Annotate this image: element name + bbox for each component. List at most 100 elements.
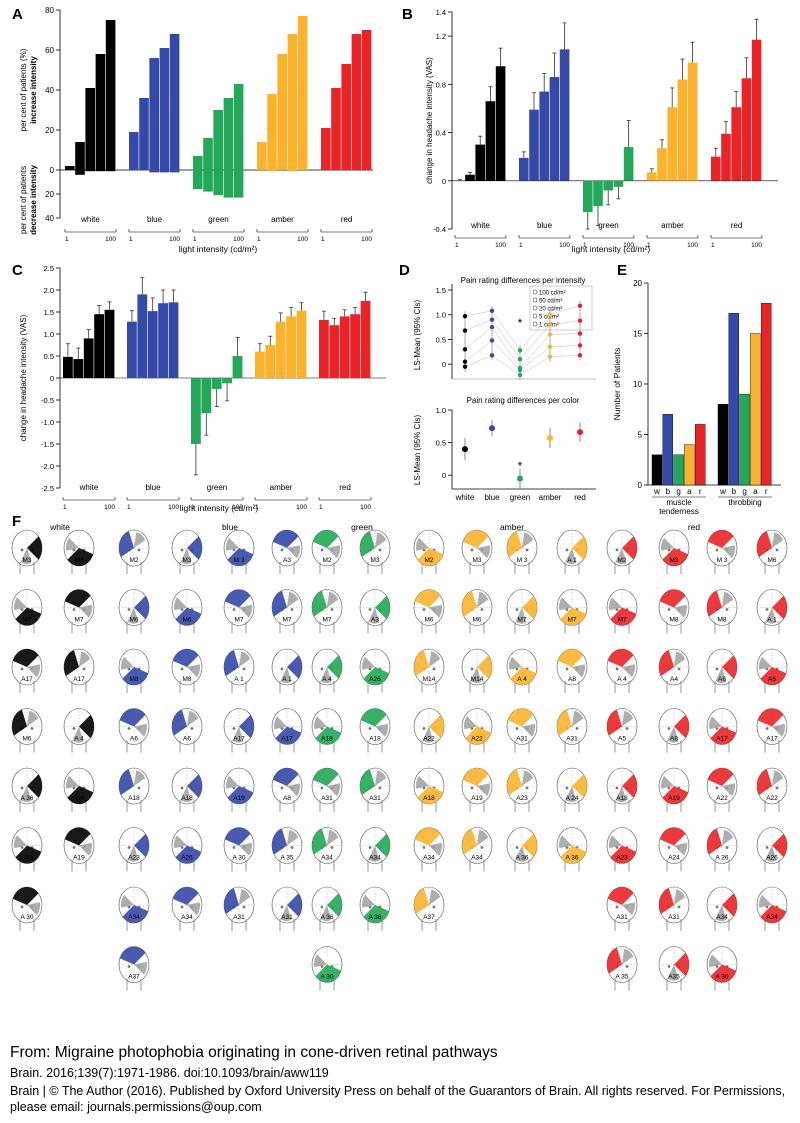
panel-c-bar — [360, 301, 371, 378]
panel-d-legend-marker — [532, 321, 538, 327]
head-pain-area — [172, 887, 199, 905]
panel-d-connector — [491, 326, 521, 369]
head-diagram: A17 — [756, 708, 788, 753]
panel-b-group-label: green — [598, 221, 618, 230]
head-diagram: A34 — [756, 886, 788, 931]
panel-a-group-label: amber — [271, 215, 294, 224]
head-neck — [231, 621, 247, 634]
panel-a-xtick-end: 100 — [233, 236, 244, 243]
head-pain-area-secondary — [416, 537, 429, 551]
head-pain-area-secondary — [667, 726, 679, 743]
head-pain-area-secondary — [559, 835, 572, 849]
panel-d-connector — [519, 324, 551, 360]
head-neck — [71, 859, 87, 872]
head-label: A8 — [283, 795, 291, 802]
head-pain-area — [27, 774, 43, 798]
panel-c-bar — [211, 378, 222, 389]
head-pain-area — [327, 893, 342, 917]
head-neck — [71, 800, 87, 812]
head-pain-area-secondary — [416, 775, 429, 789]
panel-d-connector — [549, 345, 581, 348]
head-pain-area — [662, 548, 689, 566]
head-diagram: M7 — [11, 589, 43, 634]
head-label: A 36 — [515, 855, 528, 862]
head-diagram: A 1 — [271, 648, 303, 693]
head-diagram: A18 — [11, 827, 43, 872]
head-pain-area — [272, 768, 299, 786]
head-eye — [422, 727, 426, 730]
head-eye — [20, 846, 24, 849]
head-diagram: A 36 — [11, 767, 43, 812]
head-label: M7 — [22, 617, 31, 624]
panel-e-bar-label: a — [687, 487, 692, 496]
head-label: A 36 — [368, 914, 381, 921]
panel-c-y-tick-label: 2.0 — [44, 286, 54, 295]
head-diagram: A 35 — [271, 827, 303, 872]
head-label: A8 — [670, 736, 678, 743]
head-diagram: A 36 — [311, 886, 343, 931]
head-eye — [765, 608, 769, 611]
head-neck — [126, 681, 142, 693]
head-neck — [714, 919, 730, 931]
panel-c-y-tick-label: 0 — [50, 374, 54, 383]
head-diagram: A31 — [311, 767, 343, 812]
head-neck — [564, 681, 580, 693]
head-eye — [470, 786, 474, 790]
head-pain-area — [607, 709, 622, 736]
panel-e-group-label: muscle — [666, 498, 692, 507]
head-diagram: M8 — [118, 648, 150, 693]
head-pain-area-secondary — [572, 664, 585, 678]
head-pain-area-secondary — [327, 545, 340, 559]
panel-a-xlabel: light intensity (cd/m²) — [179, 244, 258, 254]
head-eye — [280, 548, 284, 552]
panel-c-group-label: amber — [270, 483, 293, 492]
head-label: A 4 — [322, 676, 332, 683]
head-neck — [666, 740, 682, 753]
head-pain-area-secondary — [232, 726, 244, 743]
head-neck — [469, 740, 485, 753]
head-label: M6 — [22, 736, 31, 743]
panel-c-xtick-start: 1 — [127, 504, 131, 511]
head-eye — [422, 846, 426, 849]
panel-a-bar-decrease — [213, 170, 223, 196]
head-label: A 1 — [282, 676, 292, 683]
head-neck — [614, 740, 630, 753]
panel-d-legend-label: 50 cd/m² — [539, 299, 562, 305]
panel-d-category-label: amber — [539, 493, 562, 502]
panel-d-bottom-point — [547, 435, 553, 442]
panel-d-connector — [519, 346, 551, 371]
head-neck — [231, 859, 247, 872]
head-pain-area-secondary — [722, 783, 735, 797]
head-label: M 3 — [234, 557, 245, 564]
head-pain-area — [67, 548, 94, 566]
head-diagram: M6 — [11, 708, 43, 753]
head-neck — [319, 800, 335, 812]
head-pain-area-secondary — [470, 667, 482, 683]
panel-e-y-tick-label: 15 — [633, 330, 642, 339]
panel-e-bar-label: r — [765, 487, 768, 496]
head-diagram: M6 — [118, 589, 150, 634]
head-label: A34 — [423, 855, 435, 862]
panel-a-bar-increase — [233, 84, 244, 170]
head-neck — [279, 621, 295, 634]
panel-f-section-title: red — [688, 522, 701, 532]
head-pain-area-secondary — [622, 664, 635, 678]
panel-c-xtick-end: 100 — [104, 504, 115, 511]
panel-d-connector — [464, 310, 493, 317]
panel-c-xtick-start: 1 — [319, 504, 323, 511]
head-eye — [615, 905, 619, 909]
head-diagram: M6 — [756, 529, 788, 574]
panel-d-legend-label: 5 cd/m² — [539, 315, 559, 321]
head-neck — [179, 919, 195, 931]
head-pain-area-secondary — [362, 656, 375, 670]
panel-e-bar-label: a — [753, 487, 758, 496]
head-pain-area-secondary — [121, 894, 134, 908]
head-pain-area — [119, 769, 134, 795]
panel-a-bar-increase — [65, 166, 75, 170]
head-eye — [725, 846, 729, 849]
head-diagram: A37 — [413, 886, 445, 931]
panel-a-bar-increase — [297, 16, 308, 170]
head-label: M6 — [424, 617, 433, 624]
head-neck — [666, 621, 682, 634]
panel-a-xtick-end: 100 — [361, 236, 372, 243]
